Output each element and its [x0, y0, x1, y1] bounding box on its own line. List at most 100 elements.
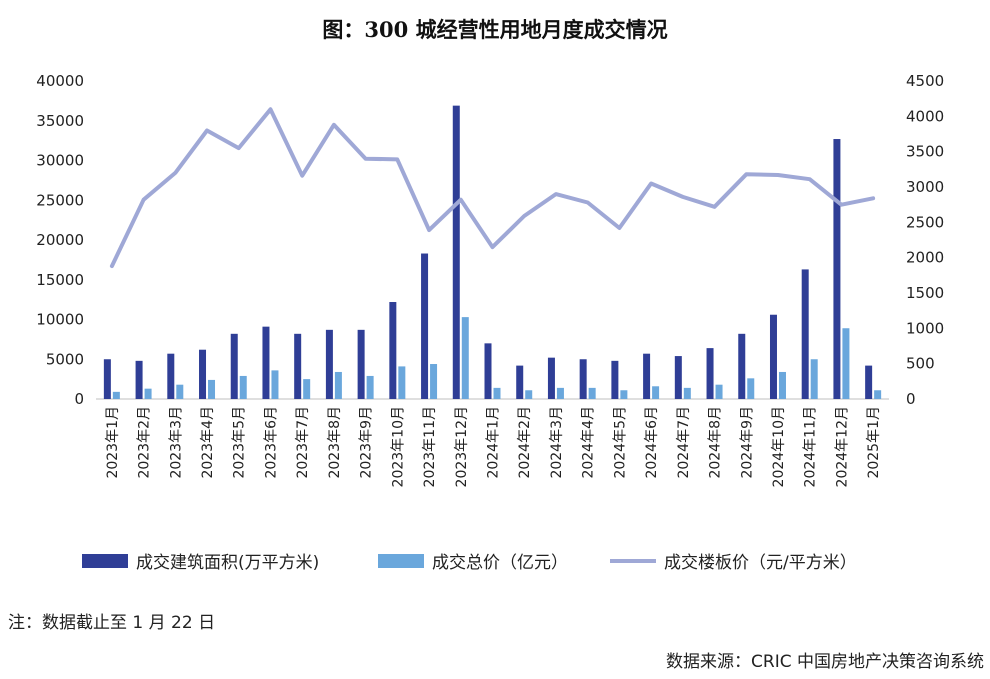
- price-line: [109, 107, 876, 269]
- bar-total: [398, 366, 406, 399]
- x-tick-label: 2023年1月: [105, 406, 121, 479]
- legend-item-area: 成交建筑面积(万平方米): [82, 548, 319, 573]
- left-tick-label: 20000: [36, 231, 84, 249]
- right-tick-label: 3500: [906, 143, 944, 161]
- bar-total: [303, 379, 311, 399]
- left-tick-label: 0: [74, 390, 84, 408]
- x-tick-label: 2023年12月: [454, 406, 470, 487]
- right-tick-label: 500: [906, 355, 935, 373]
- bar-total: [430, 364, 438, 399]
- bar-area: [643, 353, 651, 399]
- bar-area: [738, 333, 746, 399]
- bar-total: [652, 386, 660, 399]
- right-tick-label: 4500: [906, 72, 944, 90]
- bar-area: [674, 356, 682, 399]
- bar-total: [493, 387, 501, 399]
- legend-label-total: 成交总价（亿元）: [432, 553, 568, 573]
- x-tick-label: 2024年10月: [771, 406, 787, 487]
- left-tick-label: 35000: [36, 112, 84, 130]
- legend-label-area: 成交建筑面积(万平方米): [136, 553, 320, 573]
- left-tick-label: 10000: [36, 311, 84, 329]
- bar-area: [294, 333, 302, 399]
- bar-total: [810, 359, 818, 399]
- bar-area: [801, 269, 809, 399]
- legend-swatch-total: [378, 553, 424, 568]
- right-tick-label: 1000: [906, 319, 944, 337]
- data-source: 数据来源：CRIC 中国房地产决策咨询系统: [666, 652, 984, 672]
- right-tick-label: 1500: [906, 284, 944, 302]
- bar-total: [556, 387, 564, 399]
- x-tick-label: 2023年11月: [422, 406, 438, 487]
- right-tick-label: 2000: [906, 249, 944, 267]
- legend-swatch-area: [82, 553, 128, 568]
- legend-item-price: 成交楼板价（元/平方米）: [610, 548, 857, 573]
- x-tick-label: 2024年4月: [581, 406, 597, 479]
- bar-area: [833, 139, 841, 399]
- bar-area: [547, 357, 555, 399]
- bar-total: [208, 379, 216, 399]
- bar-area: [579, 359, 587, 399]
- bar-area: [421, 253, 429, 399]
- bar-total: [778, 371, 786, 399]
- bar-area: [199, 349, 207, 399]
- bar-total: [461, 317, 469, 399]
- bar-area: [357, 329, 365, 399]
- legend-line-price: [610, 558, 656, 563]
- x-tick-label: 2023年8月: [327, 406, 343, 479]
- bar-total: [144, 388, 152, 399]
- x-tick-label: 2023年5月: [232, 406, 248, 479]
- x-tick-label: 2023年9月: [359, 406, 375, 479]
- left-tick-label: 25000: [36, 191, 84, 209]
- left-tick-label: 5000: [46, 350, 84, 368]
- x-tick-label: 2023年3月: [168, 406, 184, 479]
- bar-total: [271, 370, 279, 399]
- left-tick-label: 30000: [36, 152, 84, 170]
- bar-area: [611, 360, 619, 399]
- bar-total: [525, 390, 533, 399]
- bar-total: [715, 384, 723, 399]
- x-tick-label: 2025年1月: [866, 406, 882, 479]
- x-tick-label: 2024年6月: [644, 406, 660, 479]
- x-tick-label: 2024年2月: [517, 406, 533, 479]
- x-tick-label: 2024年1月: [486, 406, 502, 479]
- right-tick-label: 0: [906, 390, 916, 408]
- bar-area: [262, 326, 270, 399]
- x-tick-label: 2024年3月: [549, 406, 565, 479]
- right-tick-label: 2500: [906, 213, 944, 231]
- x-tick-label: 2024年5月: [612, 406, 628, 479]
- x-tick-label: 2024年9月: [739, 406, 755, 479]
- bar-total: [366, 375, 374, 399]
- bar-area: [484, 343, 492, 399]
- legend: 成交建筑面积(万平方米) 成交总价（亿元） 成交楼板价（元/平方米）: [0, 548, 990, 576]
- bar-area: [325, 329, 333, 399]
- bar-total: [588, 387, 596, 399]
- x-tick-label: 2023年4月: [200, 406, 216, 479]
- bar-total: [842, 328, 850, 399]
- bar-area: [167, 353, 175, 399]
- bar-total: [874, 390, 882, 399]
- x-tick-label: 2023年10月: [390, 406, 406, 487]
- x-tick-label: 2023年2月: [137, 406, 153, 479]
- bar-total: [239, 375, 247, 399]
- bar-area: [389, 302, 397, 399]
- bar-area: [706, 348, 714, 399]
- bar-area: [103, 359, 111, 399]
- bar-area: [769, 314, 777, 399]
- x-tick-label: 2023年7月: [295, 406, 311, 479]
- right-tick-label: 4000: [906, 107, 944, 125]
- bar-total: [683, 387, 691, 399]
- bar-total: [176, 384, 184, 399]
- legend-item-total: 成交总价（亿元）: [378, 548, 568, 573]
- bar-total: [112, 391, 120, 399]
- chart-title: 图：300 城经营性用地月度成交情况: [322, 17, 668, 42]
- bar-area: [452, 105, 460, 400]
- bar-total: [334, 371, 342, 399]
- chart-area: 0500010000150002000025000300003500040000…: [36, 72, 944, 487]
- x-tick-label: 2024年11月: [803, 406, 819, 487]
- x-tick-label: 2023年6月: [264, 406, 280, 479]
- left-tick-label: 15000: [36, 271, 84, 289]
- bar-total: [747, 378, 755, 399]
- bar-area: [865, 365, 873, 399]
- x-tick-label: 2024年7月: [676, 406, 692, 479]
- footnote: 注：数据截止至 1 月 22 日: [8, 613, 216, 633]
